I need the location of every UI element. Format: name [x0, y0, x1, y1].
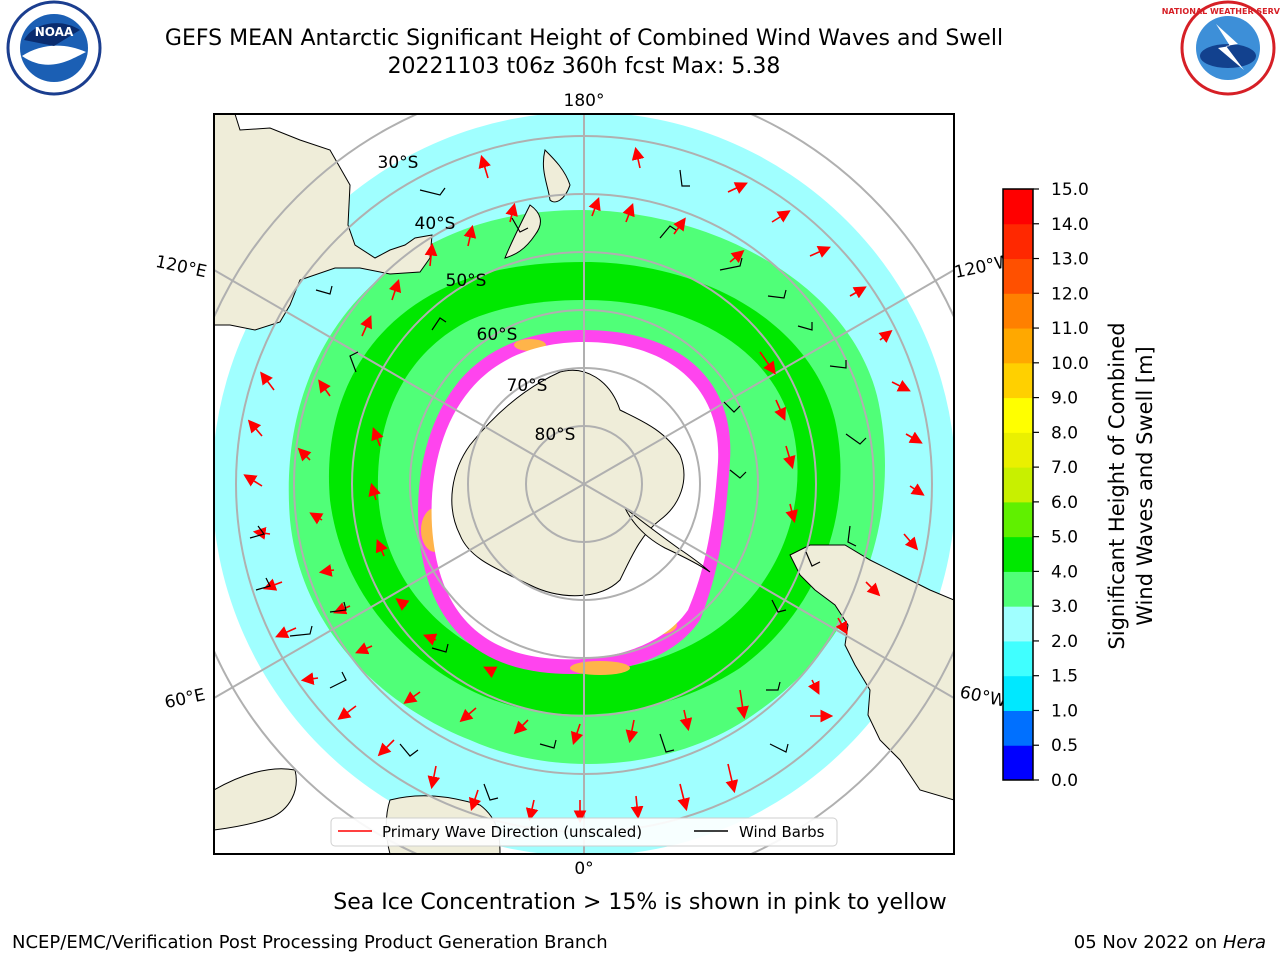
- lon-label-0: 0°: [574, 859, 593, 879]
- colorbar-tick-label: 6.0: [1051, 493, 1078, 513]
- colorbar-tick-label: 13.0: [1051, 250, 1089, 270]
- colorbar-tick-label: 10.0: [1051, 354, 1089, 374]
- colorbar-swatch: [1003, 571, 1033, 607]
- map-frame: [213, 113, 955, 855]
- lon-label-120e: 120°E: [154, 252, 209, 282]
- colorbar-label-line2: Wind Waves and Swell [m]: [1133, 346, 1157, 626]
- colorbar-tick-label: 0.5: [1051, 736, 1078, 756]
- colorbar-swatch: [1003, 536, 1033, 572]
- colorbar-swatch: [1003, 640, 1033, 677]
- legend-barb-label: Wind Barbs: [739, 823, 825, 841]
- lon-label-60w: 60°W: [958, 682, 1008, 711]
- map-panel: [214, 114, 954, 854]
- colorbar-tick-label: 5.0: [1051, 528, 1078, 548]
- colorbar-swatch: [1003, 328, 1033, 364]
- map-legend: Primary Wave Direction (unscaled) Wind B…: [330, 817, 838, 847]
- colorbar-tick-label: 8.0: [1051, 423, 1078, 443]
- colorbar-tick-label: 3.0: [1051, 597, 1078, 617]
- noaa-logo-text: NOAA: [35, 25, 74, 39]
- colorbar-swatch: [1003, 675, 1033, 711]
- colorbar-tick-label: 14.0: [1051, 215, 1089, 235]
- colorbar-ticks: 0.0 0.5 1.0 1.5 2.0 3.0 4.0 5.0 6.0 7.0 8.0 9.0 10.0…: [1033, 180, 1089, 791]
- colorbar-swatch: [1003, 745, 1033, 781]
- meridian-lines: [214, 114, 954, 854]
- map-subtitle: 20221103 t06z 360h fcst Max: 5.38: [387, 54, 781, 79]
- lat-label-60s: 60°S: [477, 325, 518, 345]
- colorbar-swatch: [1003, 293, 1033, 329]
- colorbar-swatch: [1003, 710, 1033, 746]
- lat-label-40s: 40°S: [415, 214, 456, 234]
- colorbar-tick-label: 4.0: [1051, 562, 1078, 582]
- lat-label-80s: 80°S: [535, 425, 576, 445]
- lat-label-30s: 30°S: [378, 153, 419, 173]
- lat-label-70s: 70°S: [507, 376, 548, 396]
- colorbar-swatch: [1003, 501, 1033, 538]
- lon-label-60e: 60°E: [163, 685, 207, 713]
- colorbar-swatch: [1003, 397, 1033, 433]
- colorbar-swatch: [1003, 258, 1033, 294]
- colorbar-tick-label: 1.5: [1051, 667, 1078, 687]
- credit-date: 05 Nov 2022 on Hera: [1074, 932, 1266, 953]
- nws-logo-text: NATIONAL WEATHER SERVICE: [1162, 7, 1280, 16]
- antarctic-peninsula: [624, 507, 711, 573]
- colorbar-swatch: [1003, 223, 1033, 260]
- wind-barbs: [249, 169, 867, 801]
- map-figure: Primary Wave Direction (unscaled) Wind B…: [6, 0, 1280, 879]
- colorbar-swatch: [1003, 432, 1033, 468]
- nws-logo: NATIONAL WEATHER SERVICE: [1162, 0, 1280, 96]
- colorbar-swatches: [1003, 189, 1033, 781]
- antarctica-land: [451, 369, 685, 597]
- wave-direction-arrows: [243, 146, 925, 824]
- colorbar-tick-label: 2.0: [1051, 632, 1078, 652]
- colorbar-tick-label: 1.0: [1051, 701, 1078, 721]
- colorbar: 0.0 0.5 1.0 1.5 2.0 3.0 4.0 5.0 6.0 7.0 8.0 9.0 10.0…: [1002, 180, 1157, 791]
- credit-host: Hera: [1222, 932, 1266, 953]
- colorbar-frame: [1002, 188, 1034, 781]
- map-title: GEFS MEAN Antarctic Significant Height o…: [164, 26, 1004, 51]
- colorbar-tick-label: 11.0: [1051, 319, 1089, 339]
- colorbar-tick-label: 0.0: [1051, 771, 1078, 791]
- credit-date-text: 05 Nov 2022 on: [1073, 932, 1223, 953]
- colorbar-tick-label: 12.0: [1051, 284, 1089, 304]
- colorbar-swatch: [1003, 362, 1033, 399]
- colorbar-swatch: [1003, 467, 1033, 503]
- south-america-land: [789, 544, 954, 801]
- lon-label-180: 180°: [564, 91, 605, 111]
- colorbar-tick-label: 7.0: [1051, 458, 1078, 478]
- sea-ice-note: Sea Ice Concentration > 15% is shown in …: [333, 890, 947, 915]
- australia-land: [214, 114, 433, 331]
- lat-label-50s: 50°S: [446, 271, 487, 291]
- colorbar-swatch: [1003, 189, 1033, 225]
- colorbar-tick-label: 9.0: [1051, 389, 1078, 409]
- colorbar-tick-label: 15.0: [1051, 180, 1089, 200]
- legend-wave-label: Primary Wave Direction (unscaled): [382, 823, 642, 841]
- colorbar-label-line1: Significant Height of Combined: [1105, 322, 1129, 649]
- noaa-logo: NOAA: [6, 0, 102, 96]
- colorbar-swatch: [1003, 606, 1033, 642]
- credit-branch: NCEP/EMC/Verification Post Processing Pr…: [12, 932, 608, 953]
